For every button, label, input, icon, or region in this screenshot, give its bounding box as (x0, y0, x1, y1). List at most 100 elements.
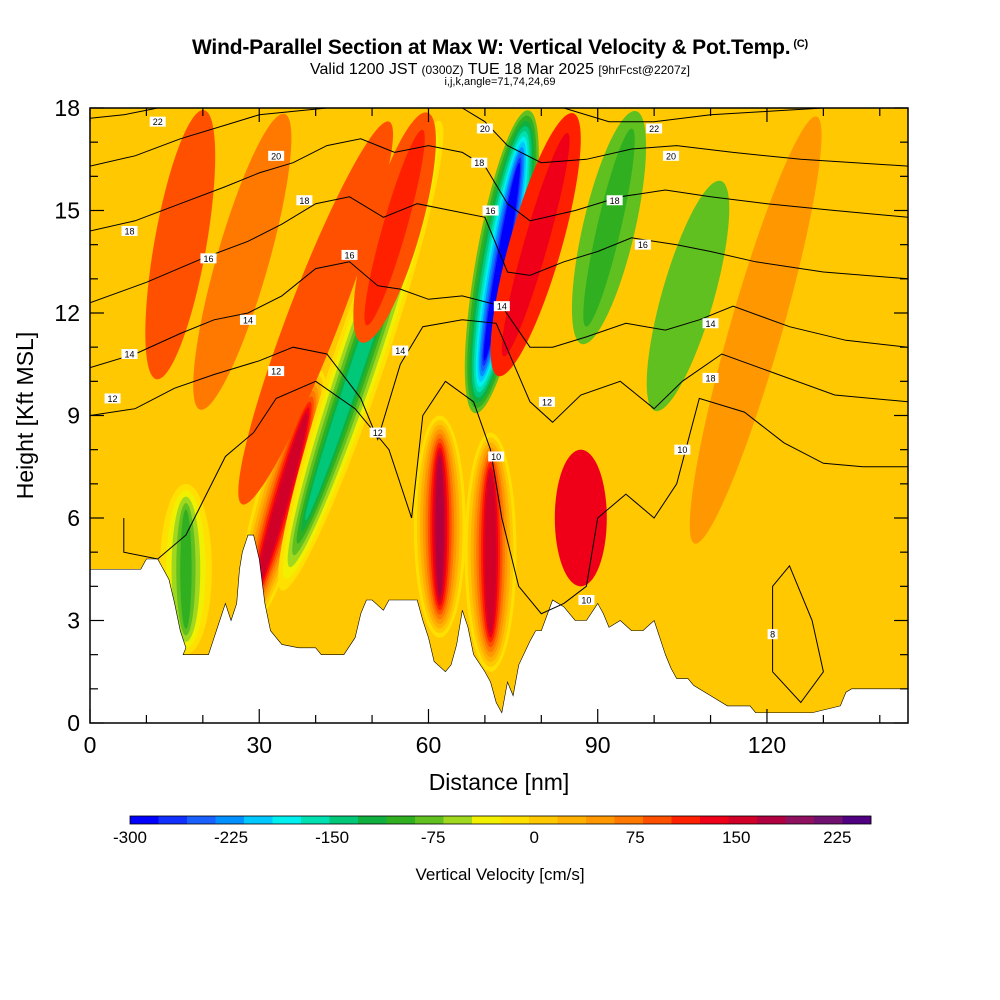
contour-label-bg (702, 318, 719, 329)
axes: 0 30 60 90 120 0 3 6 9 12 15 18 Distance [nm] Height … (12, 95, 908, 795)
contour-label-bg (121, 349, 138, 359)
contour-label: 16 (638, 240, 648, 250)
velocity-core (568, 459, 593, 577)
theta-contour-20 (462, 108, 908, 167)
colorbar-swatch (700, 816, 729, 824)
colorbar-swatch (244, 816, 273, 824)
velocity-band (464, 110, 539, 414)
colorbar-swatch (130, 816, 159, 824)
contour-label-bg (341, 249, 358, 260)
contour-label: 18 (124, 227, 134, 237)
contour-label-bg (369, 427, 386, 438)
contour-label-bg (634, 239, 651, 250)
contour-label: 14 (395, 346, 405, 356)
x-tick-label: 30 (246, 732, 272, 758)
colorbar-swatch (785, 816, 815, 824)
contour-label: 12 (108, 394, 118, 404)
contour-label: 18 (610, 196, 620, 206)
contour-label: 8 (770, 630, 775, 640)
contour-label-bg (200, 253, 217, 264)
colorbar-swatch (329, 816, 359, 824)
colorbar-swatch (614, 816, 644, 824)
velocity-core (145, 110, 216, 380)
theta-contour-12 (90, 319, 908, 441)
contour-label: 14 (706, 319, 716, 329)
contour-label: 10 (677, 445, 687, 455)
contour-label: 14 (124, 350, 134, 360)
contour-label-bg (121, 226, 138, 236)
theta-contour-20 (90, 108, 327, 167)
colorbar-label: Vertical Velocity [cm/s] (415, 865, 584, 884)
contour-label: 14 (497, 302, 507, 312)
theta-contour-22 (563, 108, 824, 123)
contour-label-bg (674, 444, 691, 455)
y-tick-label: 9 (67, 403, 80, 429)
contour-label: 18 (474, 158, 484, 168)
contour-label: 14 (243, 315, 253, 325)
colorbar-swatch (386, 816, 416, 824)
velocity-band (238, 121, 394, 505)
velocity-band (145, 110, 216, 380)
velocity-core (435, 456, 444, 597)
colorbar-tick-label: 225 (823, 828, 851, 847)
colorbar-tick-label: -150 (315, 828, 349, 847)
colorbar-swatch (301, 816, 330, 824)
contour-label-bg (488, 451, 505, 462)
velocity-band (193, 113, 292, 410)
contour-label-bg (239, 314, 256, 325)
theta-contour-10 (123, 380, 908, 615)
chart-title: Wind-Parallel Section at Max W: Vertical… (192, 36, 808, 59)
theta-contour-16 (90, 196, 908, 304)
velocity-core (364, 129, 425, 326)
y-tick-label: 12 (54, 300, 80, 326)
contour-label-bg (482, 205, 499, 216)
colorbar-swatch (529, 816, 558, 824)
x-tick-label: 120 (748, 732, 786, 758)
copyright-mark: (C) (793, 38, 808, 50)
contour-label-bg (578, 595, 595, 605)
y-tick-label: 6 (67, 505, 80, 531)
velocity-band (646, 180, 730, 412)
velocity-core (252, 150, 380, 476)
velocity-core (689, 116, 822, 544)
colorbar-swatch (215, 816, 245, 824)
contour-label-bg (471, 157, 488, 168)
contour-label: 12 (373, 428, 383, 438)
velocity-band (689, 116, 822, 544)
colorbar-swatch (158, 816, 188, 824)
colorbar-tick-label: -75 (421, 828, 446, 847)
colorbar-swatch (358, 816, 387, 824)
colorbar-tick-label: 75 (626, 828, 645, 847)
contour-label-bg (104, 393, 121, 404)
section-info: i,j,k,angle=71,74,24,69 (444, 76, 556, 88)
colorbar-swatch (187, 816, 216, 824)
contour-label-bg (538, 396, 555, 407)
velocity-core (180, 509, 192, 630)
contour-label: 16 (203, 254, 213, 264)
velocity-core (486, 476, 495, 628)
contour-label: 18 (299, 196, 309, 206)
contour-label-bg (646, 123, 663, 134)
colorbar-frame (129, 815, 872, 825)
contour-label-bg (663, 150, 680, 161)
contour-label-bg (149, 116, 166, 127)
velocity-band (571, 110, 647, 345)
contour-label: 22 (153, 117, 163, 127)
colorbar-tick-label: -225 (214, 828, 248, 847)
contour-label: 20 (666, 151, 676, 161)
contour-label-bg (268, 150, 285, 161)
velocity-band (554, 449, 607, 587)
contour-label-bg (268, 366, 285, 377)
y-tick-label: 3 (67, 608, 80, 634)
y-axis-label: Height [Kft MSL] (12, 332, 38, 499)
theta-contours: 22 20 18 18 16 16 14 14 14 12 12 12 20 18 16 14 12 10 22 20… (90, 108, 908, 704)
colorbar-tick-label: 150 (722, 828, 750, 847)
contour-label: 20 (271, 151, 281, 161)
contour-label: 10 (491, 452, 501, 462)
velocity-band (413, 415, 466, 638)
colorbar-swatch (443, 816, 473, 824)
contour-label-bg (702, 372, 719, 383)
contour-label-bg (392, 345, 409, 356)
velocity-band (353, 112, 436, 343)
